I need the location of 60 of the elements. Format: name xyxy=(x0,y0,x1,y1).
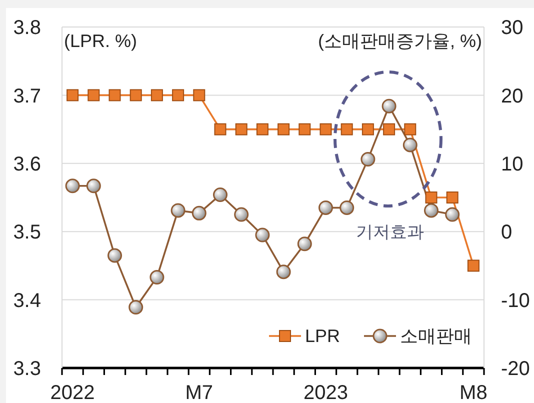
y2-tick-label: 0 xyxy=(501,222,512,244)
point xyxy=(320,123,332,136)
point xyxy=(276,264,291,280)
point xyxy=(425,192,438,204)
y2-tick-label: 30 xyxy=(501,17,524,40)
y-axis-title: (LPR. %) xyxy=(64,31,138,51)
point xyxy=(150,89,163,102)
point xyxy=(150,270,164,285)
point xyxy=(362,123,374,136)
point xyxy=(446,192,458,204)
point xyxy=(86,178,101,194)
point xyxy=(278,123,290,136)
point xyxy=(383,123,396,136)
point xyxy=(128,300,144,315)
point xyxy=(255,228,270,242)
x-tick-label: 2022 xyxy=(50,382,95,403)
y2-axis-title: (소매판매증가율, %) xyxy=(318,31,482,51)
point xyxy=(298,123,311,136)
point xyxy=(340,200,354,215)
point xyxy=(88,89,100,102)
legend-label: LPR xyxy=(304,326,340,346)
y2-tick-label: -20 xyxy=(501,358,530,380)
y-tick-label: 3.7 xyxy=(13,85,41,108)
y-tick-label: 3.3 xyxy=(13,358,41,380)
point xyxy=(192,206,206,220)
point xyxy=(445,207,460,222)
point xyxy=(318,200,333,215)
annotation: 기저효과 xyxy=(356,222,424,242)
x-tick-label: 2023 xyxy=(304,382,348,403)
point xyxy=(297,236,312,252)
y-tick-label: 3.8 xyxy=(13,17,41,40)
point xyxy=(402,138,418,152)
point xyxy=(66,89,79,102)
point xyxy=(424,203,438,218)
legend-label: 소매판매 xyxy=(400,326,472,346)
point xyxy=(234,207,249,222)
y-tick-label: 3.6 xyxy=(13,154,41,176)
point xyxy=(65,178,80,194)
y2-tick-label: -10 xyxy=(501,290,530,312)
point xyxy=(360,152,376,167)
point xyxy=(382,98,396,114)
y2-tick-label: 20 xyxy=(501,85,524,108)
point xyxy=(193,89,206,102)
point xyxy=(172,89,184,102)
y-tick-label: 3.4 xyxy=(13,290,41,312)
point xyxy=(170,203,186,218)
point xyxy=(235,123,248,136)
point xyxy=(130,89,142,102)
point xyxy=(214,123,226,136)
point xyxy=(108,248,122,263)
x-tick-label: M8 xyxy=(460,382,488,403)
point xyxy=(404,123,416,136)
point xyxy=(467,260,480,272)
x-tick-label: M7 xyxy=(185,382,214,403)
point xyxy=(213,188,228,202)
y-tick-label: 3.5 xyxy=(13,222,41,244)
point xyxy=(256,123,268,136)
point xyxy=(108,89,121,102)
y2-tick-label: 10 xyxy=(501,154,524,176)
point xyxy=(340,123,353,136)
